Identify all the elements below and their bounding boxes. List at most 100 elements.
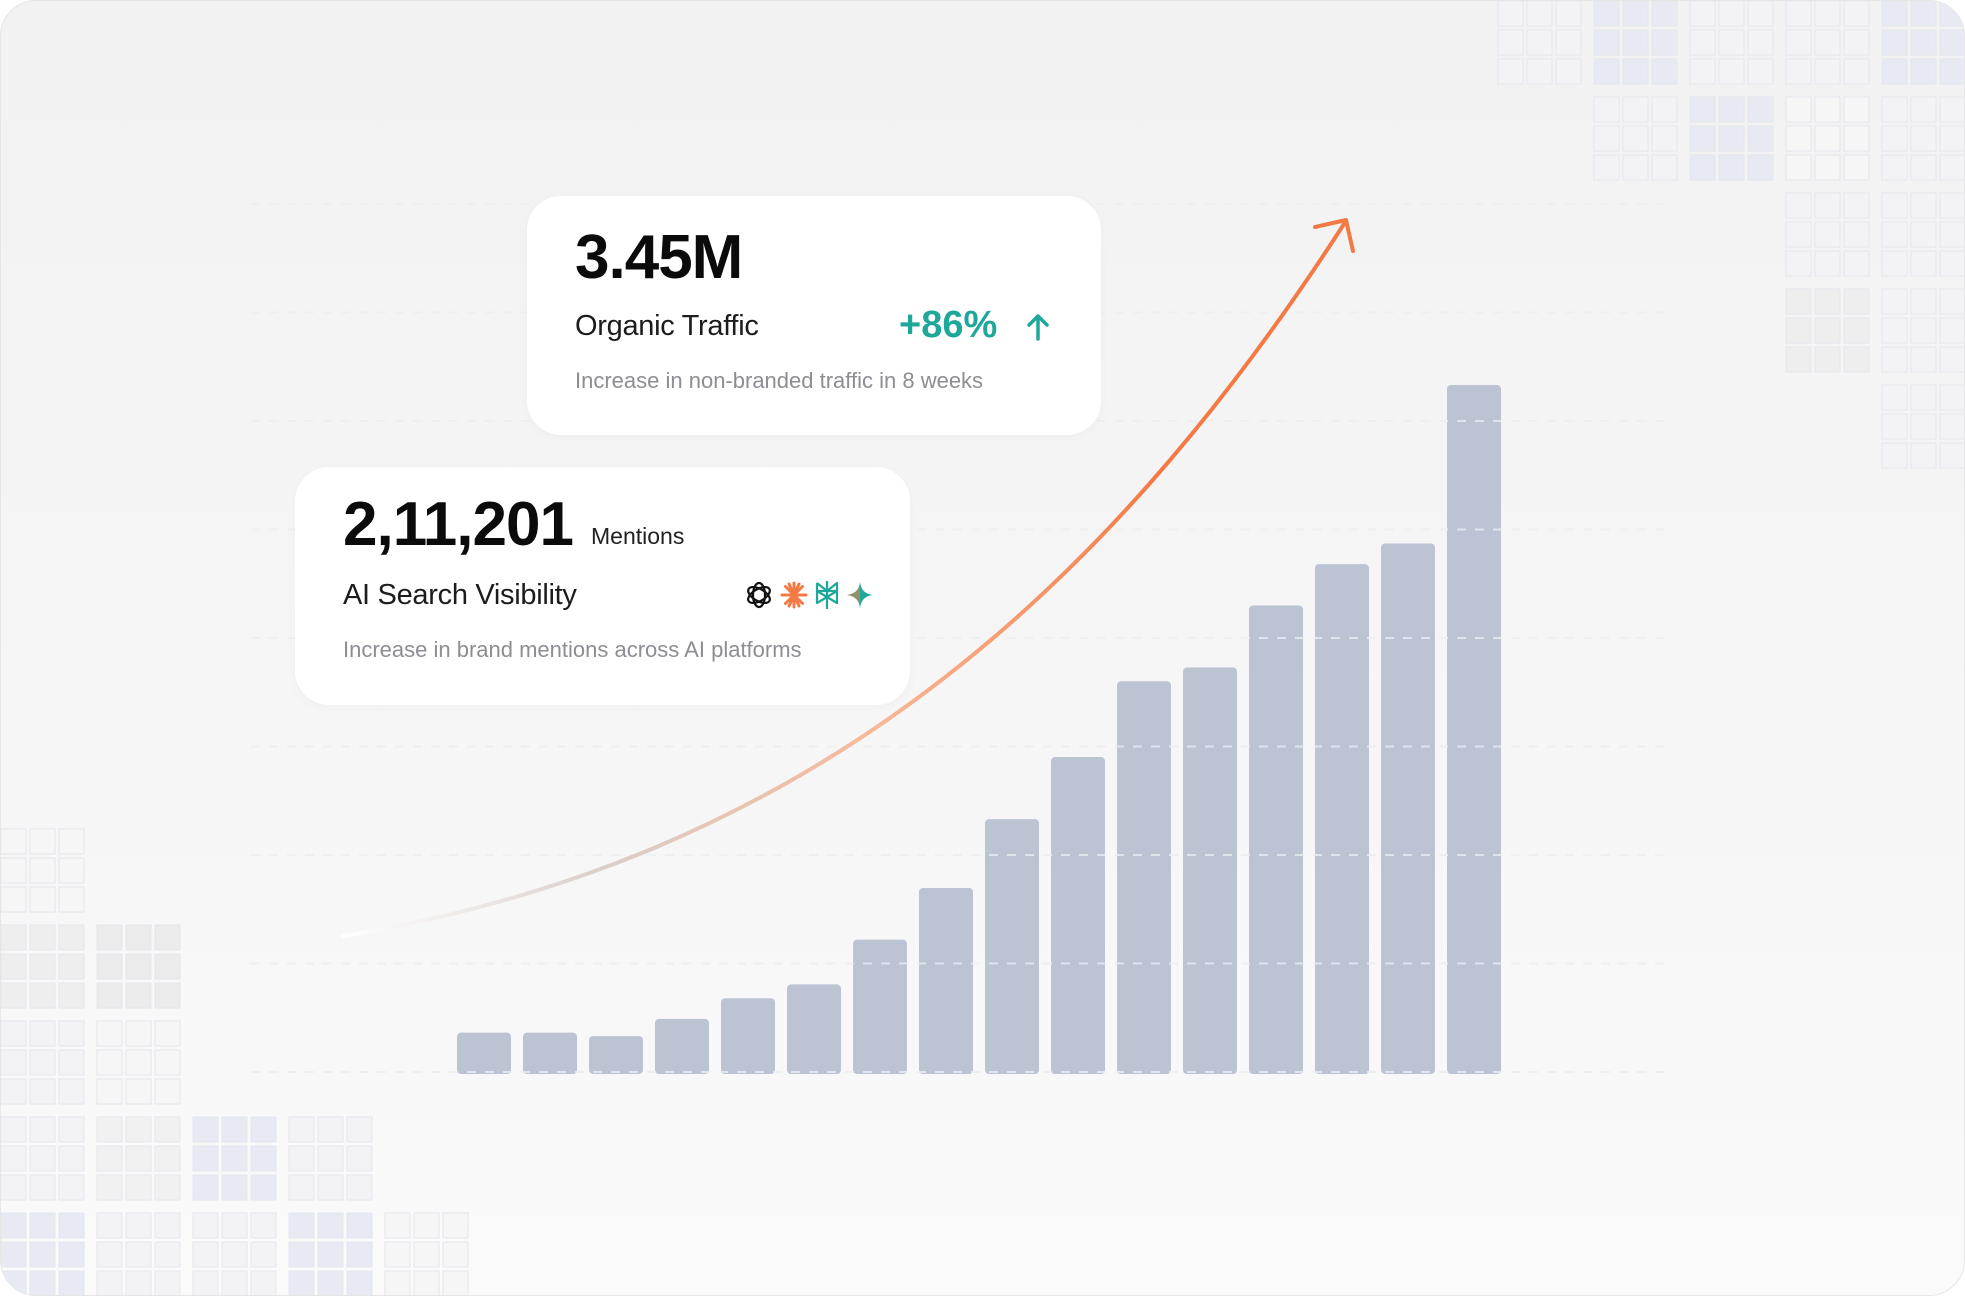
bar	[1381, 543, 1435, 1074]
traffic-label: Organic Traffic	[575, 310, 759, 342]
decorative-square	[1881, 346, 1908, 373]
decorative-square	[29, 857, 56, 884]
decorative-square	[346, 1116, 373, 1143]
decorative-square	[1814, 317, 1841, 344]
bar	[523, 1032, 577, 1074]
bar	[457, 1032, 511, 1074]
decorative-square	[317, 1212, 344, 1239]
decorative-square	[1747, 1, 1774, 27]
organic-traffic-card: 3.45M Organic Traffic +86% Increase in n…	[527, 196, 1101, 435]
decorative-square	[29, 1078, 56, 1105]
decorative-square	[1785, 317, 1812, 344]
decorative-square	[1939, 96, 1964, 123]
decorative-square	[154, 1212, 181, 1239]
decorative-square	[317, 1174, 344, 1201]
decorative-square	[1881, 192, 1908, 219]
decorative-square	[1651, 58, 1678, 85]
bar	[1117, 681, 1171, 1074]
decorative-square	[1, 1049, 27, 1076]
decorative-square	[1881, 58, 1908, 85]
decorative-square	[1881, 96, 1908, 123]
decorative-square	[1939, 413, 1964, 440]
decorative-square	[1843, 125, 1870, 152]
bar	[919, 887, 973, 1074]
decorative-square	[346, 1212, 373, 1239]
decorative-square	[192, 1212, 219, 1239]
decorative-square	[125, 982, 152, 1009]
decorative-square	[1785, 288, 1812, 315]
decorative-square	[1910, 250, 1937, 277]
decorative-square	[1881, 154, 1908, 181]
mentions-unit: Mentions	[591, 523, 685, 549]
ai-platform-icons	[743, 579, 875, 611]
decorative-square	[1, 886, 27, 913]
decorative-square	[29, 1116, 56, 1143]
decorative-square	[1651, 154, 1678, 181]
decorative-square	[250, 1270, 277, 1295]
decorative-square	[1622, 154, 1649, 181]
decorative-square	[58, 1020, 85, 1047]
trend-arrow-line	[341, 222, 1346, 938]
decorative-square	[1814, 58, 1841, 85]
decorative-square	[125, 1174, 152, 1201]
decorative-square	[58, 924, 85, 951]
gemini-icon	[847, 582, 873, 608]
decorative-square	[1785, 1, 1812, 27]
decorative-square	[1593, 1, 1620, 27]
decorative-square	[58, 953, 85, 980]
decorative-square	[442, 1212, 469, 1239]
decorative-square	[1747, 58, 1774, 85]
decorative-square	[192, 1270, 219, 1295]
decorative-square	[221, 1116, 248, 1143]
decorative-square	[96, 1174, 123, 1201]
decorative-square	[346, 1241, 373, 1268]
decorative-square	[1881, 317, 1908, 344]
decorative-square	[1785, 221, 1812, 248]
bar	[589, 1036, 643, 1074]
decorative-square	[1, 1145, 27, 1172]
decorative-square	[154, 1020, 181, 1047]
decorative-square	[29, 1174, 56, 1201]
decorative-square	[125, 1049, 152, 1076]
decorative-square	[58, 1049, 85, 1076]
claude-icon	[780, 581, 808, 609]
decorative-square	[96, 1212, 123, 1239]
decorative-square	[1910, 154, 1937, 181]
decorative-square	[1785, 346, 1812, 373]
decorative-square	[29, 1145, 56, 1172]
decorative-square	[29, 982, 56, 1009]
decorative-square	[1881, 288, 1908, 315]
decorative-square	[1555, 58, 1582, 85]
decorative-square	[1881, 29, 1908, 56]
decorative-square	[1, 1270, 27, 1295]
traffic-description: Increase in non-branded traffic in 8 wee…	[575, 368, 984, 393]
decorative-square	[288, 1241, 315, 1268]
decorative-square	[1622, 29, 1649, 56]
bar	[1447, 385, 1501, 1074]
decorative-square	[1747, 125, 1774, 152]
decorative-square	[1747, 29, 1774, 56]
decorative-square	[1881, 384, 1908, 411]
decorative-square	[96, 1020, 123, 1047]
decorative-square	[1843, 192, 1870, 219]
decorative-square	[1, 1241, 27, 1268]
decorative-square	[221, 1212, 248, 1239]
decorative-square	[29, 886, 56, 913]
decorative-square	[1747, 96, 1774, 123]
decorative-square	[346, 1174, 373, 1201]
decorative-square	[1622, 1, 1649, 27]
decorative-square	[1593, 58, 1620, 85]
decorative-square	[413, 1212, 440, 1239]
decorative-square	[1593, 29, 1620, 56]
decorative-square	[29, 1020, 56, 1047]
decorative-square	[1651, 1, 1678, 27]
decorative-square	[154, 953, 181, 980]
traffic-value: 3.45M	[575, 223, 743, 292]
decorative-square	[58, 1270, 85, 1295]
mentions-value: 2,11,201	[343, 490, 574, 559]
decorative-square	[125, 1078, 152, 1105]
decorative-square	[96, 1049, 123, 1076]
decorative-square	[1814, 29, 1841, 56]
trend-arrow-head	[1313, 218, 1355, 253]
decorative-square	[1689, 1, 1716, 27]
